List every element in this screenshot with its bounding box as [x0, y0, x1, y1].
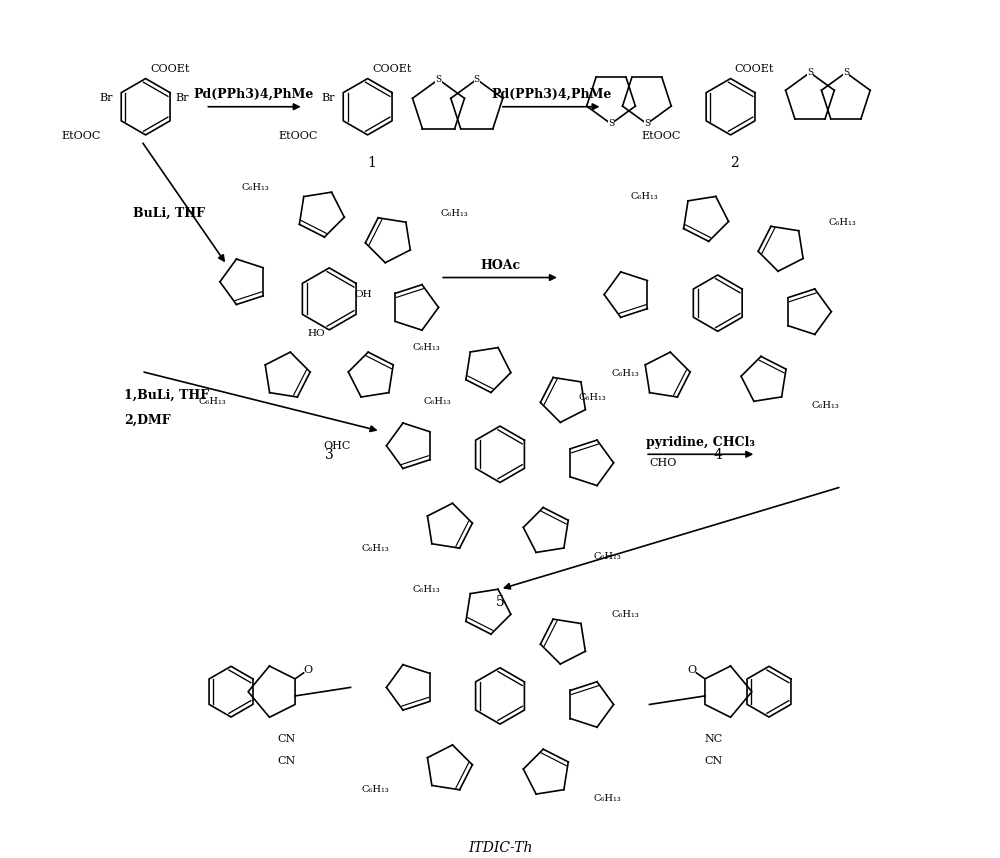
Text: Pd(PPh3)4,PhMe: Pd(PPh3)4,PhMe	[491, 88, 611, 100]
Text: CN: CN	[704, 756, 723, 765]
Text: C₆H₁₃: C₆H₁₃	[611, 369, 639, 378]
Text: C₆H₁₃: C₆H₁₃	[361, 785, 389, 795]
Text: 4: 4	[713, 448, 722, 462]
Text: EtOOC: EtOOC	[61, 130, 100, 141]
Text: S: S	[644, 119, 650, 129]
Text: C₆H₁₃: C₆H₁₃	[594, 794, 622, 803]
Text: S: S	[608, 119, 614, 129]
Text: CHO: CHO	[649, 458, 677, 468]
Text: HO: HO	[308, 329, 325, 337]
Text: C₆H₁₃: C₆H₁₃	[440, 209, 468, 218]
Text: 5: 5	[496, 595, 504, 609]
Text: OHC: OHC	[323, 441, 351, 450]
Text: 3: 3	[325, 448, 334, 462]
Text: BuLi, THF: BuLi, THF	[133, 207, 205, 220]
Text: pyridine, CHCl₃: pyridine, CHCl₃	[646, 436, 755, 449]
Text: S: S	[843, 68, 849, 77]
Text: COOEt: COOEt	[150, 64, 189, 75]
Text: S: S	[807, 68, 813, 77]
Text: ITDIC-Th: ITDIC-Th	[468, 841, 532, 855]
Text: C₆H₁₃: C₆H₁₃	[630, 192, 658, 201]
Text: OH: OH	[355, 290, 372, 299]
Text: C₆H₁₃: C₆H₁₃	[361, 544, 389, 553]
Text: 1,BuLi, THF: 1,BuLi, THF	[124, 389, 209, 402]
Text: COOEt: COOEt	[372, 64, 411, 75]
Text: 1: 1	[367, 156, 376, 170]
Text: COOEt: COOEt	[735, 64, 774, 75]
Text: CN: CN	[277, 734, 296, 745]
Text: Br: Br	[100, 94, 113, 103]
Text: C₆H₁₃: C₆H₁₃	[199, 397, 227, 406]
Text: Pd(PPh3)4,PhMe: Pd(PPh3)4,PhMe	[194, 88, 314, 100]
Text: 2: 2	[730, 156, 739, 170]
Text: C₆H₁₃: C₆H₁₃	[242, 184, 269, 192]
Text: S: S	[474, 75, 480, 84]
Text: CN: CN	[277, 756, 296, 765]
Text: EtOOC: EtOOC	[279, 130, 318, 141]
Text: Br: Br	[176, 94, 189, 103]
Text: Br: Br	[322, 94, 335, 103]
Text: C₆H₁₃: C₆H₁₃	[611, 610, 639, 619]
Text: C₆H₁₃: C₆H₁₃	[829, 218, 857, 227]
Text: HOAc: HOAc	[480, 259, 520, 272]
Text: C₆H₁₃: C₆H₁₃	[594, 553, 622, 561]
Text: S: S	[435, 75, 442, 84]
Text: NC: NC	[704, 734, 723, 745]
Text: 2,DMF: 2,DMF	[124, 414, 171, 427]
Text: O: O	[687, 665, 696, 675]
Text: C₆H₁₃: C₆H₁₃	[579, 393, 607, 402]
Text: O: O	[304, 665, 313, 675]
Text: EtOOC: EtOOC	[642, 130, 681, 141]
Text: C₆H₁₃: C₆H₁₃	[412, 343, 440, 352]
Text: C₆H₁₃: C₆H₁₃	[423, 397, 451, 406]
Text: C₆H₁₃: C₆H₁₃	[412, 584, 440, 594]
Text: C₆H₁₃: C₆H₁₃	[812, 401, 839, 410]
